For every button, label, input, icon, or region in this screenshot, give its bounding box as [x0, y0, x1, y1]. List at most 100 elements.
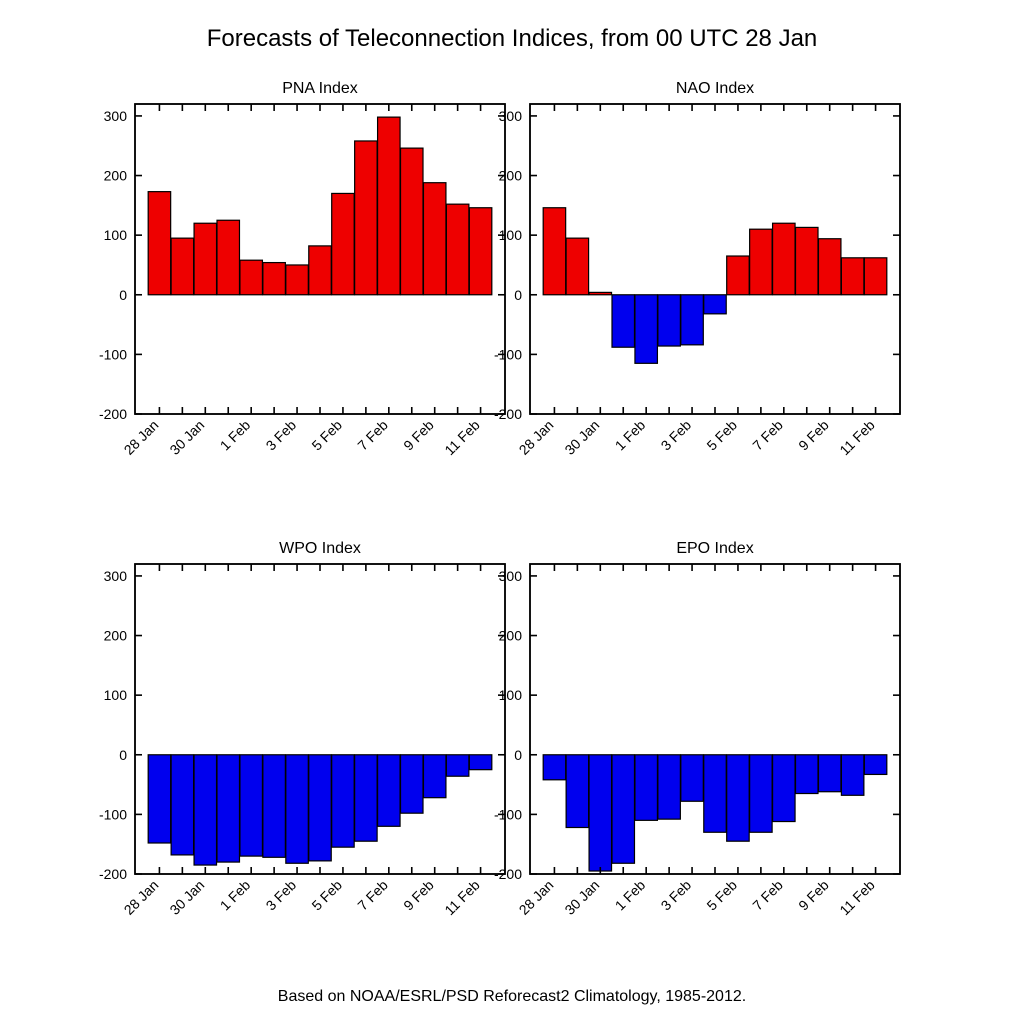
xtick-label: 30 Jan	[166, 417, 207, 458]
xtick-label: 7 Feb	[749, 877, 786, 914]
bar	[378, 117, 400, 295]
bar	[750, 229, 772, 295]
footer-caption: Based on NOAA/ESRL/PSD Reforecast2 Clima…	[0, 988, 1024, 1006]
xtick-label: 28 Jan	[120, 877, 161, 918]
ytick-label: -100	[99, 346, 127, 362]
bar	[217, 220, 239, 295]
bar	[566, 238, 588, 295]
xtick-label: 28 Jan	[515, 877, 556, 918]
bar	[332, 193, 354, 294]
bar	[612, 295, 634, 347]
chart-title-wpo: WPO Index	[135, 540, 505, 558]
bar	[286, 755, 308, 864]
bar	[423, 183, 445, 295]
chart-nao: NAO Index-200-100010020030028 Jan30 Jan1…	[530, 80, 900, 494]
bar	[864, 258, 886, 295]
chart-title-epo: EPO Index	[530, 540, 900, 558]
bar	[355, 141, 377, 295]
bar	[796, 227, 818, 294]
ytick-label: 0	[119, 747, 127, 763]
xtick-label: 11 Feb	[836, 417, 878, 459]
bar	[864, 755, 886, 775]
bar	[704, 755, 726, 833]
bar	[635, 295, 657, 364]
chart-pna: PNA Index-200-100010020030028 Jan30 Jan1…	[135, 80, 505, 494]
bar	[309, 246, 331, 295]
bar	[658, 295, 680, 346]
bar	[469, 755, 491, 770]
bar	[543, 208, 565, 295]
ytick-label: 300	[499, 568, 523, 584]
ytick-label: -200	[99, 406, 127, 422]
bar	[589, 292, 611, 294]
xtick-label: 9 Feb	[795, 417, 832, 454]
ytick-label: 300	[499, 108, 523, 124]
xtick-label: 30 Jan	[166, 877, 207, 918]
bar	[194, 755, 216, 865]
xtick-label: 1 Feb	[612, 417, 649, 454]
ytick-label: 0	[514, 747, 522, 763]
ytick-label: 200	[499, 168, 523, 184]
bar	[841, 755, 863, 796]
bar	[309, 755, 331, 861]
bar	[589, 755, 611, 871]
bar	[469, 208, 491, 295]
ytick-label: 100	[499, 687, 523, 703]
ytick-label: -200	[99, 866, 127, 882]
ytick-label: -100	[99, 806, 127, 822]
xtick-label: 5 Feb	[703, 877, 740, 914]
xtick-label: 7 Feb	[749, 417, 786, 454]
bar	[148, 755, 170, 843]
bar	[148, 192, 170, 295]
xtick-label: 3 Feb	[263, 417, 300, 454]
xtick-label: 3 Feb	[658, 417, 695, 454]
xtick-label: 30 Jan	[561, 877, 602, 918]
xtick-label: 7 Feb	[354, 877, 391, 914]
xtick-label: 9 Feb	[400, 877, 437, 914]
bar	[355, 755, 377, 841]
bar	[773, 755, 795, 822]
bar	[423, 755, 445, 798]
bar	[240, 260, 262, 295]
bar	[566, 755, 588, 828]
chart-epo: EPO Index-200-100010020030028 Jan30 Jan1…	[530, 540, 900, 954]
xtick-label: 30 Jan	[561, 417, 602, 458]
bar	[171, 755, 193, 855]
bar	[332, 755, 354, 847]
xtick-label: 3 Feb	[263, 877, 300, 914]
xtick-label: 5 Feb	[308, 417, 345, 454]
xtick-label: 9 Feb	[795, 877, 832, 914]
ytick-label: -100	[494, 346, 522, 362]
ytick-label: 200	[499, 628, 523, 644]
xtick-label: 11 Feb	[441, 417, 483, 459]
bar	[727, 256, 749, 295]
xtick-label: 28 Jan	[120, 417, 161, 458]
bar	[818, 755, 840, 792]
bar	[727, 755, 749, 841]
ytick-label: 100	[104, 687, 128, 703]
ytick-label: -200	[494, 406, 522, 422]
ytick-label: 0	[119, 287, 127, 303]
bar	[704, 295, 726, 314]
chart-wpo: WPO Index-200-100010020030028 Jan30 Jan1…	[135, 540, 505, 954]
xtick-label: 1 Feb	[612, 877, 649, 914]
figure-container: Forecasts of Teleconnection Indices, fro…	[0, 0, 1024, 1024]
bar	[681, 295, 703, 345]
xtick-label: 5 Feb	[308, 877, 345, 914]
chart-svg-epo: -200-100010020030028 Jan30 Jan1 Feb3 Feb…	[530, 564, 910, 954]
bar	[658, 755, 680, 819]
main-title: Forecasts of Teleconnection Indices, fro…	[0, 25, 1024, 53]
xtick-label: 9 Feb	[400, 417, 437, 454]
ytick-label: 300	[104, 568, 128, 584]
bar	[401, 755, 423, 813]
bar	[171, 238, 193, 295]
ytick-label: 100	[499, 227, 523, 243]
chart-title-pna: PNA Index	[135, 80, 505, 98]
xtick-label: 5 Feb	[703, 417, 740, 454]
bar	[401, 148, 423, 295]
ytick-label: -100	[494, 806, 522, 822]
xtick-label: 28 Jan	[515, 417, 556, 458]
bar	[446, 755, 468, 776]
bar	[286, 265, 308, 295]
xtick-label: 7 Feb	[354, 417, 391, 454]
